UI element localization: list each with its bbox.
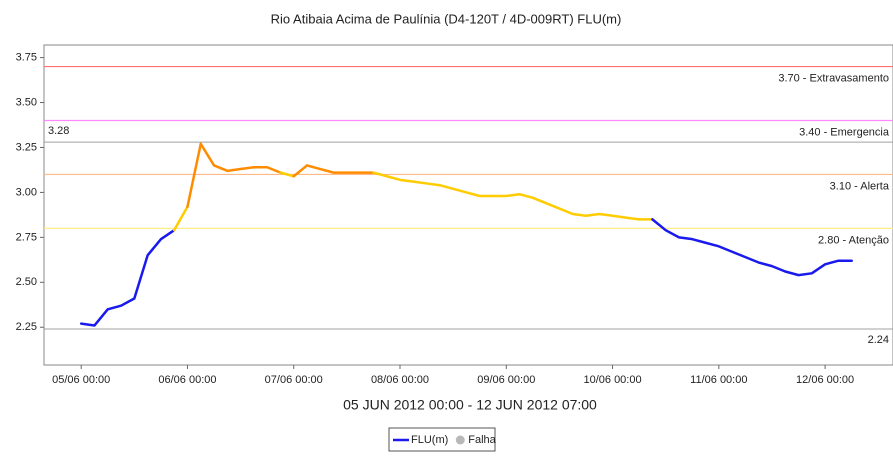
reference-label: 2.24 (868, 334, 889, 346)
y-tick-label: 2.25 (16, 321, 37, 333)
x-tick-label: 09/06 00:00 (477, 374, 535, 386)
legend-box (388, 427, 496, 452)
y-tick-label: 3.75 (16, 51, 37, 63)
series-line (305, 164, 375, 174)
series-line (385, 174, 654, 221)
legend-label: Falha (468, 434, 496, 446)
x-tick-label: 05/06 00:00 (52, 374, 110, 386)
x-tick-label: 11/06 00:00 (690, 374, 747, 386)
threshold-label: 3.40 - Emergencia (799, 126, 890, 138)
series-line (79, 228, 176, 327)
plot: 3.70 - Extravasamento 3.40 - Emergencia 3.… (44, 65, 893, 346)
chart-title: Rio Atibaia Acima de Paulínia (D4-120T /… (271, 11, 622, 26)
threshold-label: 2.80 - Atenção (818, 234, 889, 246)
x-tick-label: 06/06 00:00 (158, 374, 216, 386)
y-tick-label: 3.00 (16, 186, 37, 198)
series-connector (292, 164, 309, 178)
series-connector (279, 171, 295, 178)
x-tick-label: 12/06 00:00 (796, 374, 854, 386)
threshold-label: 3.10 - Alerta (830, 180, 890, 192)
x-tick-label: 08/06 00:00 (371, 374, 429, 386)
series-line (664, 228, 853, 277)
plot-area (43, 44, 893, 366)
series-connector (186, 142, 203, 209)
x-axis-label: 05 JUN 2012 00:00 - 12 JUN 2012 07:00 (343, 397, 597, 413)
legend-marker (455, 435, 465, 445)
series-line (199, 142, 282, 174)
y-tick-label: 2.75 (16, 231, 37, 243)
legend-label: FLU(m) (411, 434, 448, 446)
y-tick-label: 3.50 (16, 96, 37, 108)
series-connector (172, 205, 189, 232)
x-tick-label: 07/06 00:00 (265, 374, 323, 386)
reference-label: 3.28 (48, 125, 69, 137)
x-tick-label: 10/06 00:00 (583, 374, 641, 386)
y-tick-label: 3.25 (16, 141, 37, 153)
y-tick-label: 2.50 (16, 276, 37, 288)
series-connector (372, 171, 388, 178)
threshold-label: 3.70 - Extravasamento (778, 72, 889, 84)
series-connector (651, 218, 667, 232)
